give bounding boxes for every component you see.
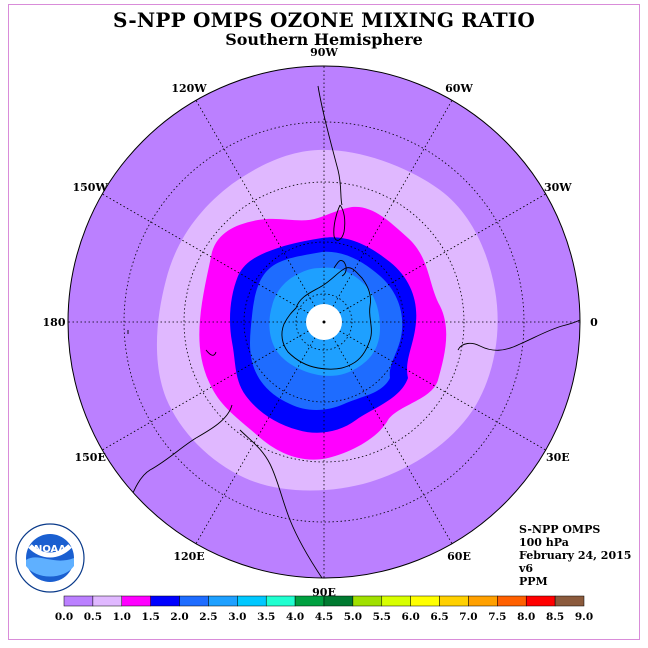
- south-pole-dot: [322, 320, 326, 324]
- colorbar-tick-label: 3.5: [257, 611, 275, 623]
- meridian-label: 150E: [74, 451, 105, 464]
- latitude-circle: [183, 181, 465, 463]
- info-units: PPM: [519, 575, 548, 588]
- coastlines: [127, 85, 580, 578]
- colorbar-swatch: [63, 595, 94, 607]
- colorbar-swatch: [237, 595, 267, 607]
- colorbar: 0.0 0.5 1.0 1.5 2.0 2.5 3.0 3.5 4.0 4.5 5.0 5.5 6.0 6…: [55, 595, 593, 623]
- colorbar-tick-label: 2.5: [199, 611, 217, 623]
- latitude-circle: [123, 121, 525, 523]
- latitude-circle: [243, 241, 405, 403]
- colorbar-tick-label: 4.5: [315, 611, 333, 623]
- info-date: February 24, 2015: [519, 549, 632, 562]
- info-instrument: S-NPP OMPS: [519, 523, 601, 536]
- latitude-circle: [295, 293, 353, 351]
- colorbar-tick-label: 1.5: [142, 611, 160, 623]
- info-level: 100 hPa: [519, 536, 569, 549]
- meridian-label: 90W: [310, 46, 338, 59]
- colorbar-tick-label: 7.0: [459, 611, 477, 623]
- colorbar-swatch: [92, 595, 123, 607]
- colorbar-tick-label: 8.0: [517, 611, 535, 623]
- colorbar-tick-label: 3.0: [228, 611, 246, 623]
- colorbar-swatch: [381, 595, 411, 607]
- map-border: [67, 65, 581, 579]
- colorbar-swatch: [150, 595, 180, 607]
- colorbar-tick-labels: 0.0 0.5 1.0 1.5 2.0 2.5 3.0 3.5 4.0 4.5 5.0 5.5 6.0 6…: [55, 611, 593, 623]
- colorbar-swatch: [208, 595, 238, 607]
- colorbar-swatch: [323, 595, 354, 607]
- meridian-label: 120W: [171, 82, 207, 95]
- colorbar-tick-label: 6.0: [402, 611, 420, 623]
- logo-text: NOAA: [34, 544, 66, 555]
- colorbar-tick-label: 0.5: [84, 611, 102, 623]
- noaa-logo: NOAA: [15, 523, 85, 593]
- logo-wave: [26, 557, 74, 577]
- colorbar-swatch: [525, 595, 556, 607]
- colorbar-tick-label: 5.0: [344, 611, 362, 623]
- colorbar-swatch: [497, 595, 527, 607]
- graticule: [68, 66, 580, 578]
- colorbar-tick-label: 8.5: [546, 611, 564, 623]
- colorbar-swatch: [294, 595, 325, 607]
- logo-bird: [28, 544, 72, 558]
- meridian-label: 150W: [73, 181, 109, 194]
- meridian-label: 0: [590, 316, 598, 329]
- colorbar-tick-label: 6.5: [430, 611, 448, 623]
- chart-subtitle: Southern Hemisphere: [225, 30, 423, 49]
- colorbar-swatches: [63, 595, 585, 607]
- colorbar-tick-label: 4.0: [286, 611, 304, 623]
- colorbar-tick-label: 7.5: [488, 611, 506, 623]
- colorbar-tick-label: 1.0: [113, 611, 131, 623]
- colorbar-swatch: [352, 595, 383, 607]
- colorbar-swatch: [121, 595, 151, 607]
- meridian-label: 180: [43, 316, 66, 329]
- colorbar-swatch: [439, 595, 469, 607]
- meridian-label: 60E: [447, 550, 471, 563]
- colorbar-swatch: [179, 595, 209, 607]
- colorbar-swatch: [468, 595, 498, 607]
- figure-frame: [8, 4, 640, 640]
- chart-title: S-NPP OMPS OZONE MIXING RATIO: [113, 8, 535, 32]
- colorbar-swatch: [265, 595, 296, 607]
- colorbar-swatch: [554, 595, 585, 607]
- colorbar-swatch: [410, 595, 440, 607]
- colorbar-tick-label: 9.0: [575, 611, 593, 623]
- colorbar-tick-label: 0.0: [55, 611, 73, 623]
- colorbar-tick-label: 2.0: [170, 611, 188, 623]
- info-version: v6: [519, 562, 534, 575]
- meridian-label: 120E: [173, 550, 204, 563]
- meridian-label: 30W: [544, 181, 572, 194]
- meridian-label: 60W: [445, 82, 473, 95]
- colorbar-tick-label: 5.5: [373, 611, 391, 623]
- meridian-label: 30E: [546, 451, 570, 464]
